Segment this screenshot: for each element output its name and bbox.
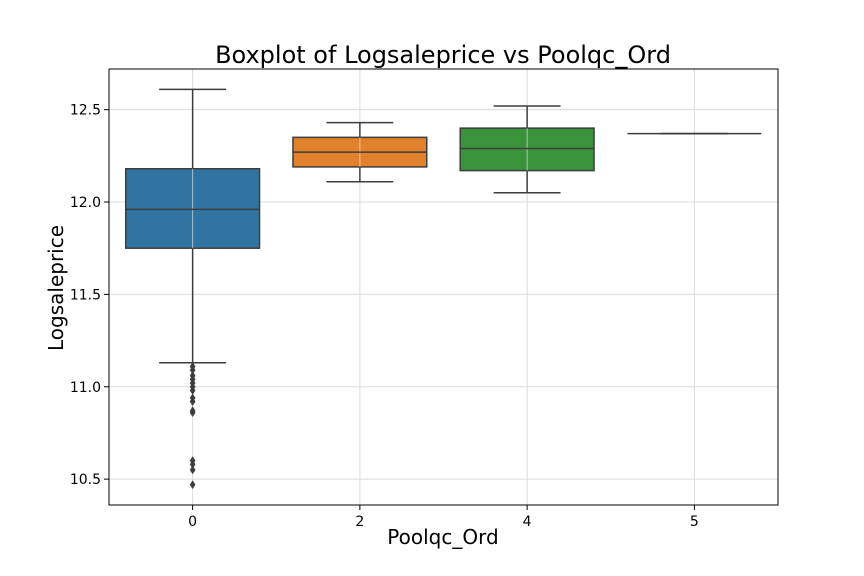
x-tick-label: 5 bbox=[690, 514, 699, 530]
y-tick-label: 10.5 bbox=[70, 472, 101, 488]
x-axis-label: Poolqc_Ord bbox=[387, 525, 498, 549]
box-series bbox=[124, 88, 762, 490]
plot-background bbox=[109, 69, 778, 505]
x-axis-ticks: 0 2 4 5 bbox=[188, 505, 699, 530]
y-axis-ticks: 10.5 11.0 11.5 12.0 12.5 bbox=[70, 103, 109, 488]
outlier-point bbox=[189, 480, 196, 490]
y-tick-label: 12.5 bbox=[70, 103, 101, 119]
box-2 bbox=[292, 121, 428, 183]
y-axis-label: Logsaleprice bbox=[44, 225, 68, 351]
y-tick-label: 11.0 bbox=[70, 380, 101, 396]
x-tick-label: 4 bbox=[523, 514, 532, 530]
x-tick-label: 2 bbox=[355, 514, 364, 530]
chart-title: Boxplot of Logsaleprice vs Poolqc_Ord bbox=[215, 41, 671, 69]
box-4 bbox=[459, 105, 595, 194]
y-tick-label: 11.5 bbox=[70, 287, 101, 303]
box-0 bbox=[124, 88, 261, 490]
outlier-point bbox=[189, 408, 196, 418]
outlier-point bbox=[189, 397, 196, 407]
outlier-point bbox=[189, 465, 196, 475]
y-tick-label: 12.0 bbox=[70, 195, 101, 211]
x-tick-label: 0 bbox=[188, 514, 197, 530]
plot-frame bbox=[108, 68, 779, 506]
